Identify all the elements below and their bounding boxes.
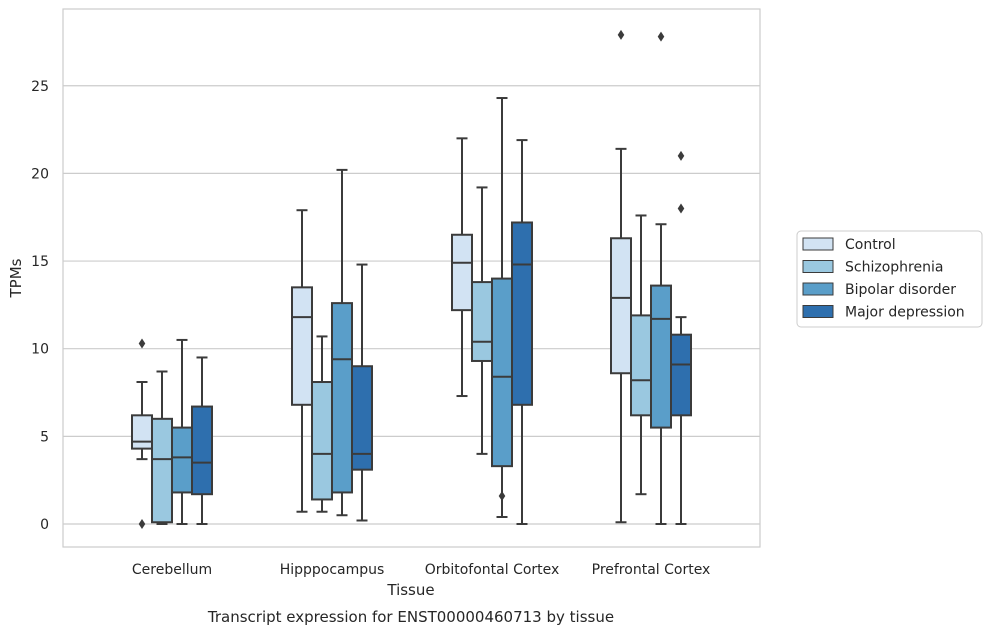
box-bipolar-disorder	[171, 338, 193, 525]
x-axis-label: Tissue	[386, 581, 434, 599]
box-schizophrenia	[471, 186, 493, 455]
box-iqr	[451, 233, 473, 312]
legend: Control Schizophrenia Bipolar disorder Majo…	[796, 230, 983, 328]
legend-frame	[796, 230, 983, 328]
box-iqr	[291, 286, 313, 406]
box-iqr	[191, 405, 213, 496]
box-iqr	[630, 314, 652, 417]
box-control	[451, 137, 473, 398]
box-bipolar-disorder	[650, 31, 672, 525]
box-iqr	[650, 284, 672, 429]
box-bipolar-disorder	[331, 168, 353, 517]
y-tick-label: 10	[31, 342, 49, 358]
box-schizophrenia	[311, 335, 333, 513]
chart-caption: Transcript expression for ENST0000046071…	[207, 608, 614, 626]
legend-label: Schizophrenia	[845, 260, 943, 276]
legend-swatch	[802, 305, 834, 318]
outlier-point	[138, 519, 146, 529]
box-schizophrenia	[151, 370, 173, 525]
box-iqr	[471, 281, 493, 362]
x-tick-label: Orbitofontal Cortex	[425, 562, 560, 578]
y-tick-label: 15	[31, 254, 49, 270]
box-iqr	[171, 426, 193, 494]
legend-label: Control	[845, 237, 896, 253]
box-control	[291, 209, 313, 513]
box-iqr	[351, 365, 373, 471]
y-tick-label: 20	[31, 166, 49, 182]
box-bipolar-disorder	[491, 97, 513, 518]
y-tick-label: 25	[31, 79, 49, 95]
box-iqr	[131, 414, 153, 450]
legend-swatch	[802, 237, 834, 251]
box-major-depression	[670, 150, 692, 525]
box-schizophrenia	[630, 214, 652, 496]
x-tick-label: Prefrontal Cortex	[592, 562, 711, 578]
plot-frame	[62, 8, 761, 548]
legend-label: Major depression	[845, 305, 965, 321]
box-iqr	[610, 237, 632, 375]
y-axis-label: TPMs	[7, 258, 25, 298]
x-tick-labels: Cerebellum Hipppocampus Orbitofontal Corte…	[132, 562, 710, 578]
outlier-point	[138, 338, 146, 349]
x-tick-label: Cerebellum	[132, 562, 212, 578]
box-major-depression	[511, 139, 533, 525]
box-major-depression	[191, 356, 213, 525]
box-iqr	[311, 381, 333, 501]
box-major-depression	[351, 263, 373, 522]
legend-swatch	[802, 282, 834, 296]
box-control	[131, 338, 153, 529]
y-tick-label: 5	[40, 429, 49, 445]
x-tick-label: Hipppocampus	[280, 562, 385, 578]
box-iqr	[670, 333, 692, 417]
y-tick-label: 0	[40, 517, 49, 533]
box-iqr	[491, 277, 513, 468]
legend-label: Bipolar disorder	[845, 282, 956, 298]
outlier-point	[498, 490, 506, 501]
outlier-point	[617, 29, 625, 40]
box-iqr	[151, 417, 173, 524]
legend-swatch	[802, 260, 834, 273]
box-control	[610, 29, 632, 524]
boxes	[131, 29, 692, 529]
outlier-point	[677, 150, 685, 161]
box-iqr	[331, 302, 353, 494]
outlier-point	[657, 31, 665, 42]
box-iqr	[511, 221, 533, 406]
outlier-point	[677, 203, 685, 214]
y-tick-labels: 0 5 10 15 20 25	[31, 79, 49, 533]
